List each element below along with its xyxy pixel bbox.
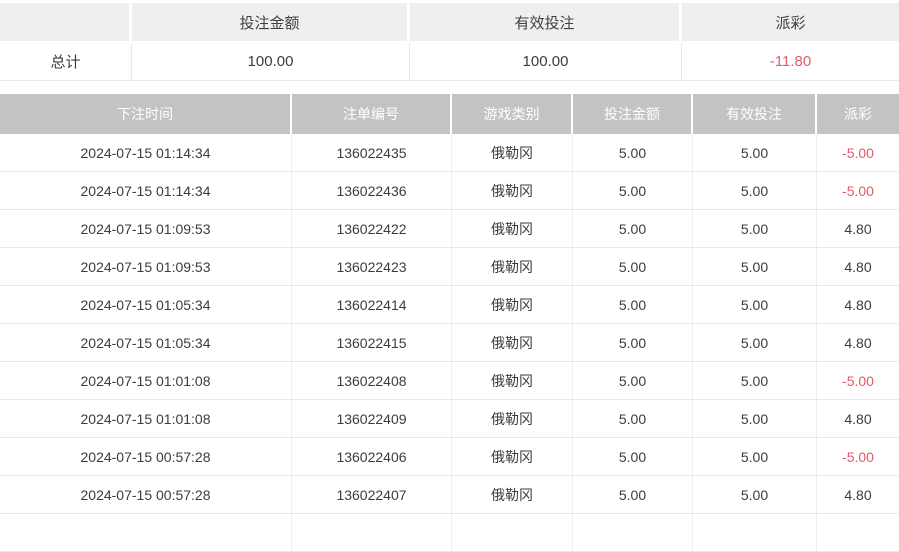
cell-order-id: 136022407 bbox=[292, 476, 452, 513]
records-header-valid-bet: 有效投注 bbox=[693, 94, 817, 134]
cell-game: 俄勒冈 bbox=[452, 248, 573, 285]
summary-total-row: 总计 100.00 100.00 -11.80 bbox=[0, 43, 899, 81]
cell-valid-bet: 5.00 bbox=[693, 172, 817, 209]
cell-order-id: 136022409 bbox=[292, 400, 452, 437]
cell-time: 2024-07-15 01:14:34 bbox=[0, 134, 292, 171]
cell-valid-bet: 5.00 bbox=[693, 400, 817, 437]
summary-header-bet-amount: 投注金额 bbox=[132, 3, 410, 41]
cell-order-id: 136022415 bbox=[292, 324, 452, 361]
cell-time: 2024-07-15 01:05:34 bbox=[0, 286, 292, 323]
table-row: 2024-07-15 01:09:53 136022423 俄勒冈 5.00 5… bbox=[0, 248, 899, 286]
table-row: 2024-07-15 01:05:34 136022414 俄勒冈 5.00 5… bbox=[0, 286, 899, 324]
cell-valid-bet: 5.00 bbox=[693, 362, 817, 399]
cell-bet-amount: 5.00 bbox=[573, 172, 693, 209]
table-row: 2024-07-15 01:09:53 136022422 俄勒冈 5.00 5… bbox=[0, 210, 899, 248]
cell-bet-amount: 5.00 bbox=[573, 134, 693, 171]
table-row: 2024-07-15 01:05:34 136022415 俄勒冈 5.00 5… bbox=[0, 324, 899, 362]
cell-time: 2024-07-15 00:57:28 bbox=[0, 476, 292, 513]
cell-order-id: 136022408 bbox=[292, 362, 452, 399]
summary-header-valid-bet: 有效投注 bbox=[410, 3, 682, 41]
summary-header-row: 投注金额 有效投注 派彩 bbox=[0, 3, 899, 41]
cell-payout: -5.00 bbox=[842, 144, 874, 161]
cell-time: 2024-07-15 01:01:08 bbox=[0, 362, 292, 399]
cell-game: 俄勒冈 bbox=[452, 400, 573, 437]
cell-valid-bet: 5.00 bbox=[693, 324, 817, 361]
cell-payout: -5.00 bbox=[842, 372, 874, 389]
cell-order-id: 136022414 bbox=[292, 286, 452, 323]
cell-payout: 4.80 bbox=[844, 334, 872, 351]
cell-bet-amount: 5.00 bbox=[573, 400, 693, 437]
table-row-partial bbox=[0, 514, 899, 552]
cell-valid-bet: 5.00 bbox=[693, 438, 817, 475]
cell-bet-amount: 5.00 bbox=[573, 476, 693, 513]
table-row: 2024-07-15 01:14:34 136022435 俄勒冈 5.00 5… bbox=[0, 134, 899, 172]
cell-time: 2024-07-15 01:09:53 bbox=[0, 248, 292, 285]
records-header-time: 下注时间 bbox=[0, 94, 292, 134]
cell-payout: 4.80 bbox=[844, 220, 872, 237]
cell-bet-amount: 5.00 bbox=[573, 324, 693, 361]
cell-payout: 4.80 bbox=[844, 296, 872, 313]
summary-header-spacer bbox=[0, 3, 132, 41]
records-header-row: 下注时间 注单编号 游戏类别 投注金额 有效投注 派彩 bbox=[0, 94, 899, 134]
summary-total-label: 总计 bbox=[0, 43, 132, 80]
cell-order-id: 136022436 bbox=[292, 172, 452, 209]
cell-game: 俄勒冈 bbox=[452, 324, 573, 361]
cell-payout: -5.00 bbox=[842, 182, 874, 199]
cell-order-id: 136022406 bbox=[292, 438, 452, 475]
cell-time: 2024-07-15 01:09:53 bbox=[0, 210, 292, 247]
cell-time: 2024-07-15 00:57:28 bbox=[0, 438, 292, 475]
records-body: 2024-07-15 01:14:34 136022435 俄勒冈 5.00 5… bbox=[0, 134, 899, 514]
cell-game: 俄勒冈 bbox=[452, 134, 573, 171]
cell-time: 2024-07-15 01:01:08 bbox=[0, 400, 292, 437]
table-row: 2024-07-15 01:01:08 136022408 俄勒冈 5.00 5… bbox=[0, 362, 899, 400]
cell-valid-bet: 5.00 bbox=[693, 248, 817, 285]
cell-payout: -5.00 bbox=[842, 448, 874, 465]
cell-time: 2024-07-15 01:14:34 bbox=[0, 172, 292, 209]
summary-table: 投注金额 有效投注 派彩 总计 100.00 100.00 -11.80 bbox=[0, 3, 899, 81]
cell-payout: 4.80 bbox=[844, 486, 872, 503]
records-header-bet-amount: 投注金额 bbox=[573, 94, 693, 134]
cell-order-id: 136022422 bbox=[292, 210, 452, 247]
cell-bet-amount: 5.00 bbox=[573, 438, 693, 475]
cell-valid-bet: 5.00 bbox=[693, 134, 817, 171]
cell-time: 2024-07-15 01:05:34 bbox=[0, 324, 292, 361]
summary-total-valid-bet: 100.00 bbox=[410, 43, 682, 80]
cell-bet-amount: 5.00 bbox=[573, 362, 693, 399]
cell-game: 俄勒冈 bbox=[452, 286, 573, 323]
summary-total-payout: -11.80 bbox=[769, 53, 812, 70]
cell-bet-amount: 5.00 bbox=[573, 210, 693, 247]
table-row: 2024-07-15 00:57:28 136022407 俄勒冈 5.00 5… bbox=[0, 476, 899, 514]
cell-order-id: 136022435 bbox=[292, 134, 452, 171]
summary-header-payout: 派彩 bbox=[682, 3, 899, 41]
cell-valid-bet: 5.00 bbox=[693, 210, 817, 247]
cell-payout: 4.80 bbox=[844, 258, 872, 275]
cell-game: 俄勒冈 bbox=[452, 172, 573, 209]
cell-game: 俄勒冈 bbox=[452, 362, 573, 399]
cell-game: 俄勒冈 bbox=[452, 476, 573, 513]
cell-payout: 4.80 bbox=[844, 410, 872, 427]
records-header-game: 游戏类别 bbox=[452, 94, 573, 134]
table-row: 2024-07-15 01:14:34 136022436 俄勒冈 5.00 5… bbox=[0, 172, 899, 210]
cell-order-id: 136022423 bbox=[292, 248, 452, 285]
table-row: 2024-07-15 01:01:08 136022409 俄勒冈 5.00 5… bbox=[0, 400, 899, 438]
records-header-order-id: 注单编号 bbox=[292, 94, 452, 134]
cell-valid-bet: 5.00 bbox=[693, 476, 817, 513]
records-table: 下注时间 注单编号 游戏类别 投注金额 有效投注 派彩 2024-07-15 0… bbox=[0, 94, 899, 552]
cell-valid-bet: 5.00 bbox=[693, 286, 817, 323]
cell-game: 俄勒冈 bbox=[452, 210, 573, 247]
summary-total-bet-amount: 100.00 bbox=[132, 43, 410, 80]
cell-game: 俄勒冈 bbox=[452, 438, 573, 475]
records-header-payout: 派彩 bbox=[817, 94, 899, 134]
cell-bet-amount: 5.00 bbox=[573, 248, 693, 285]
table-row: 2024-07-15 00:57:28 136022406 俄勒冈 5.00 5… bbox=[0, 438, 899, 476]
cell-bet-amount: 5.00 bbox=[573, 286, 693, 323]
